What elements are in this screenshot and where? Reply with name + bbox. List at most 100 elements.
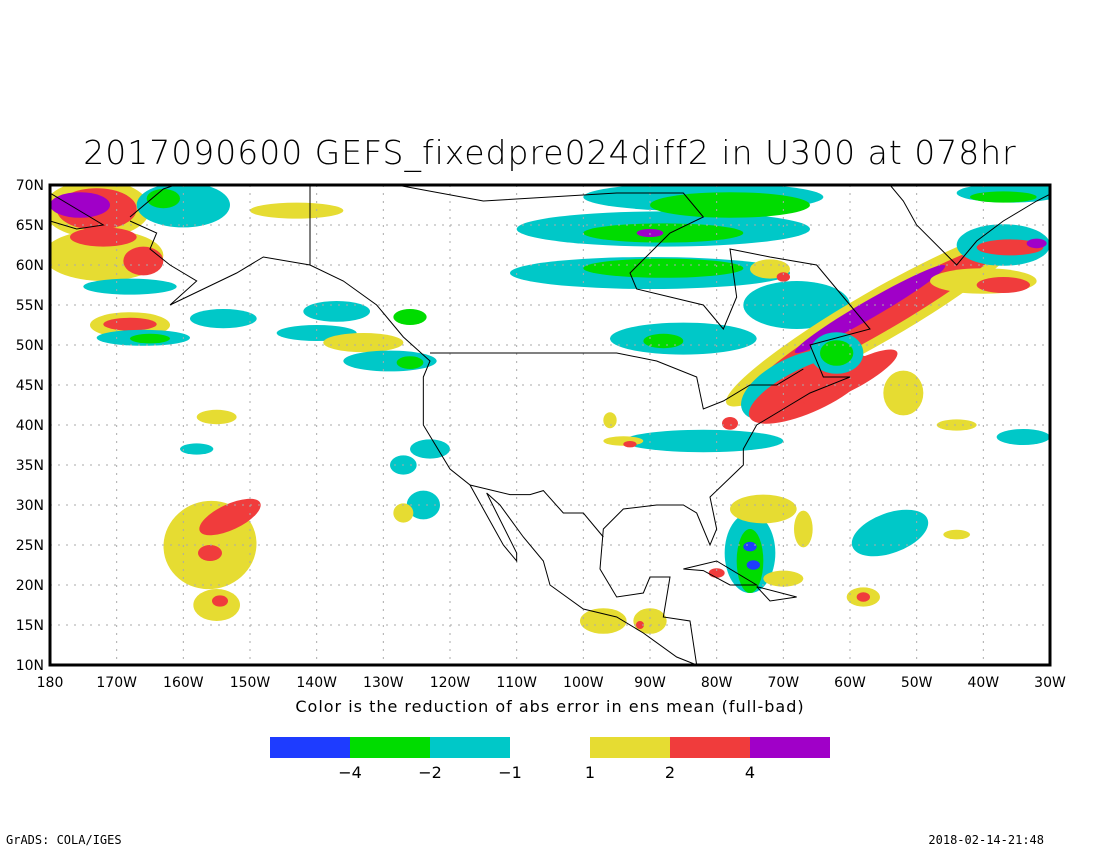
contour-blob — [603, 436, 644, 446]
contour-blob — [820, 340, 854, 366]
y-tick-label: 55N — [16, 298, 44, 314]
contour-blob — [180, 443, 214, 455]
contour-blob — [50, 192, 110, 218]
y-tick-label: 30N — [16, 498, 44, 514]
contour-blob — [943, 529, 971, 540]
footer-credit: GrADS: COLA/IGES — [6, 833, 122, 847]
contour-blob — [212, 595, 228, 607]
colorbar-label: −1 — [498, 763, 522, 782]
contour-blob — [70, 227, 137, 247]
x-tick-label: 40W — [967, 675, 999, 691]
axis-tick-labels: 180 170W 160W 150W 140W 130W 120W 110W 100W 90W 80… — [16, 178, 1066, 691]
x-tick-label: 160W — [163, 675, 204, 691]
contour-blob — [794, 510, 813, 548]
contour-blob — [636, 621, 644, 629]
contour-blob — [743, 281, 851, 329]
contour-blob — [123, 246, 164, 276]
colorbar: −4 −2 −1 1 2 4 — [270, 737, 830, 782]
x-tick-label: 60W — [834, 675, 866, 691]
plot-frame — [48, 183, 1052, 667]
contour-blob — [196, 409, 237, 425]
contour-blob — [406, 490, 441, 520]
contour-blob — [996, 429, 1050, 445]
contour-blob — [603, 412, 617, 429]
x-tick-label: 50W — [901, 675, 933, 691]
contour-blob — [396, 356, 424, 369]
contour-blob — [103, 317, 157, 331]
x-tick-label: 80W — [701, 675, 733, 691]
colorbar-label: −2 — [418, 763, 442, 782]
y-tick-label: 70N — [16, 178, 44, 194]
x-tick-label: 100W — [563, 675, 604, 691]
coastline — [50, 192, 105, 230]
y-tick-label: 25N — [16, 538, 44, 554]
x-tick-label: 180 — [37, 675, 64, 691]
coastline-layer — [50, 185, 1050, 665]
coastline — [756, 586, 797, 602]
contour-blob — [1026, 238, 1047, 249]
x-tick-label: 70W — [767, 675, 799, 691]
y-tick-label: 50N — [16, 338, 44, 354]
contour-blob — [190, 309, 257, 329]
colorbar-label: 1 — [585, 763, 595, 782]
y-tick-label: 45N — [16, 378, 44, 394]
x-tick-label: 90W — [634, 675, 666, 691]
chart-title: 2017090600 GEFS_fixedpre024diff2 in U300… — [83, 133, 1017, 172]
y-tick-label: 15N — [16, 618, 44, 634]
contour-blob — [583, 258, 744, 278]
y-tick-label: 60N — [16, 258, 44, 274]
contour-blob — [249, 202, 344, 219]
contour-layer — [50, 185, 1050, 634]
x-axis-label: Color is the reduction of abs error in e… — [295, 697, 805, 716]
contour-blob — [650, 192, 810, 218]
contour-blob — [623, 441, 637, 448]
x-tick-label: 150W — [230, 675, 271, 691]
colorbar-swatch — [750, 737, 830, 758]
x-tick-label: 170W — [96, 675, 137, 691]
colorbar-swatch — [430, 737, 510, 758]
colorbar-swatch — [270, 737, 350, 758]
contour-blob — [936, 419, 977, 431]
contour-blob — [323, 333, 404, 353]
colorbar-swatch — [670, 737, 750, 758]
contour-blob — [410, 439, 450, 459]
coastline — [469, 484, 604, 538]
contour-blob — [198, 545, 222, 561]
contour-blob — [303, 301, 370, 322]
x-tick-label: 110W — [496, 675, 537, 691]
footer-timestamp: 2018-02-14-21:48 — [928, 833, 1044, 847]
contour-blob — [623, 429, 784, 453]
coastline — [888, 185, 1050, 266]
x-tick-label: 130W — [363, 675, 404, 691]
coastline — [430, 352, 804, 410]
contour-blob — [794, 265, 946, 353]
contour-blob — [610, 322, 757, 355]
coastline — [683, 560, 759, 586]
contour-blob — [883, 370, 924, 416]
contour-blob — [743, 541, 757, 552]
contour-blob — [580, 608, 627, 634]
y-tick-label: 10N — [16, 658, 44, 674]
contour-blob — [136, 185, 230, 228]
y-tick-label: 35N — [16, 458, 44, 474]
x-tick-label: 140W — [296, 675, 337, 691]
colorbar-label: 2 — [665, 763, 675, 782]
x-tick-label: 30W — [1034, 675, 1066, 691]
colorbar-label: −4 — [338, 763, 362, 782]
colorbar-label: 4 — [745, 763, 755, 782]
contour-blob — [393, 309, 427, 325]
contour-blob — [146, 189, 180, 209]
contour-blob — [776, 272, 790, 282]
contour-blob — [856, 592, 870, 602]
colorbar-swatch — [350, 737, 430, 758]
y-tick-label: 20N — [16, 578, 44, 594]
grid-layer — [50, 185, 1050, 665]
contour-blob — [851, 509, 929, 557]
contour-blob — [83, 278, 177, 295]
contour-blob — [643, 333, 684, 349]
contour-blob — [976, 277, 1030, 293]
contour-blob — [722, 417, 738, 430]
y-tick-label: 40N — [16, 418, 44, 434]
x-tick-label: 120W — [430, 675, 471, 691]
